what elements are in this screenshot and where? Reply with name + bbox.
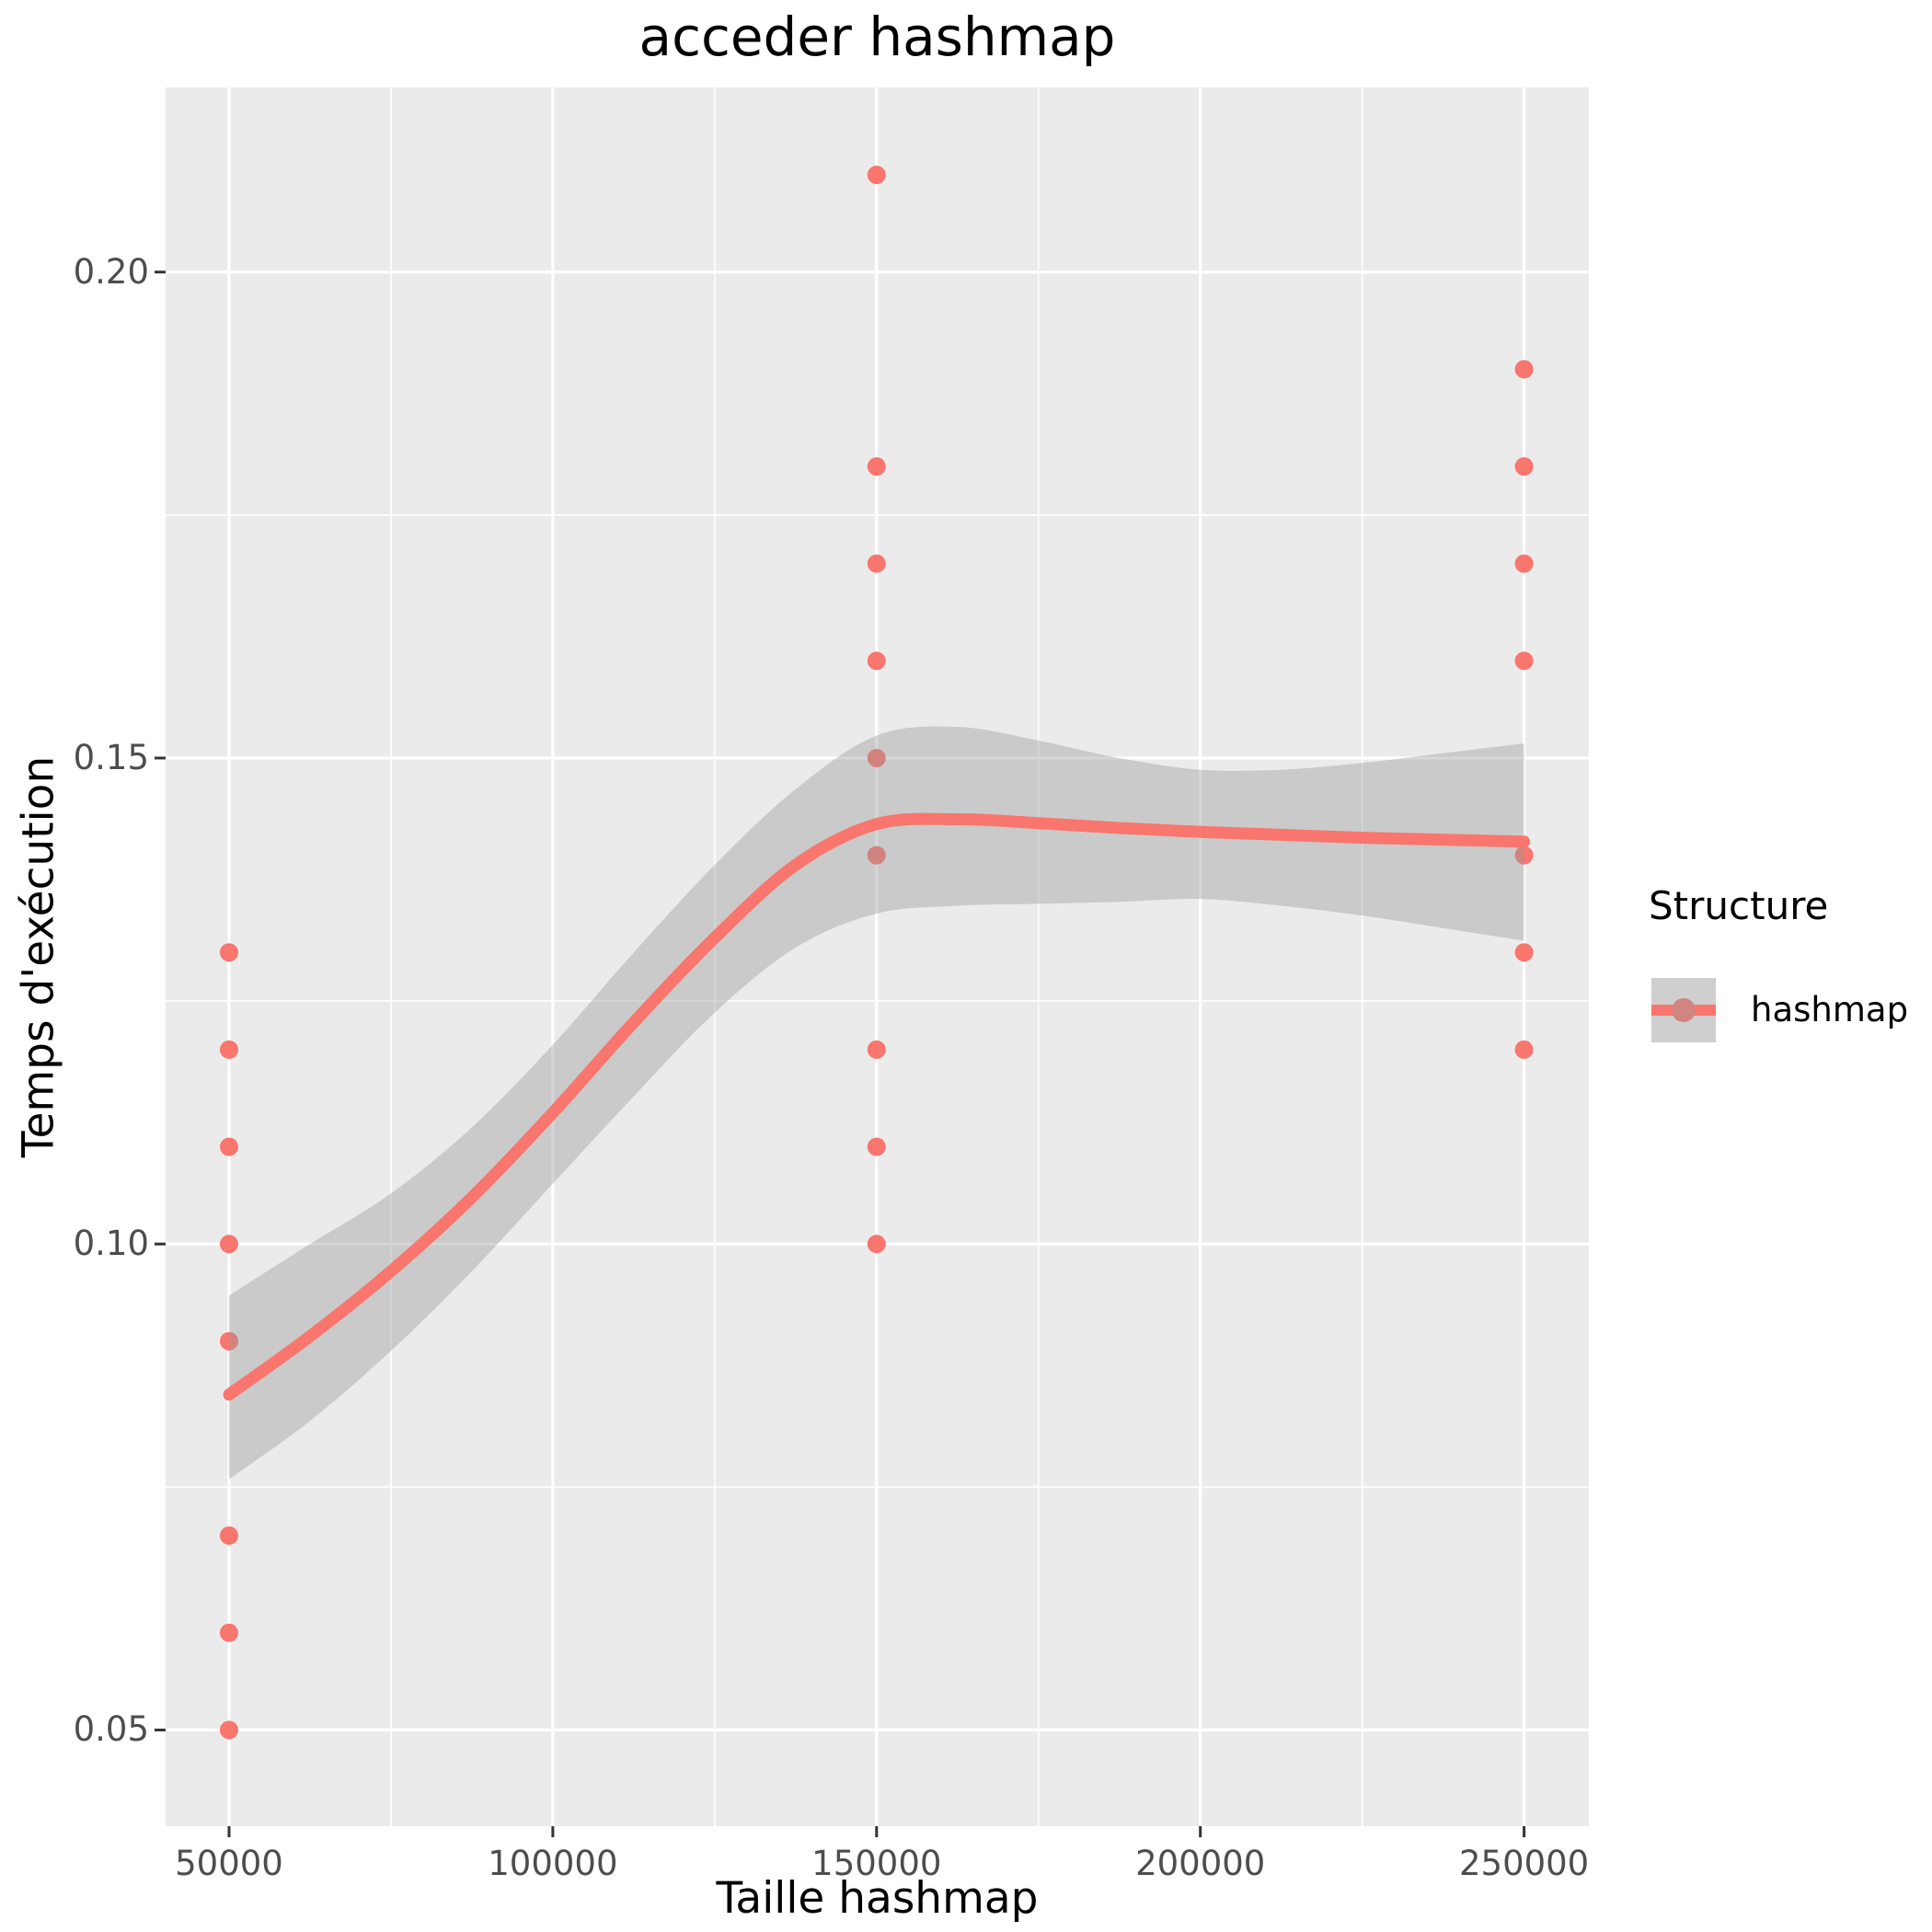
legend-item-label: hashmap: [1751, 990, 1909, 1029]
data-point: [1514, 845, 1534, 865]
data-point: [867, 845, 886, 865]
plot-title: acceder hashmap: [638, 6, 1116, 68]
x-tick-label: 50000: [175, 1844, 283, 1883]
data-point: [867, 554, 886, 573]
data-point: [867, 1040, 886, 1059]
data-point: [219, 1720, 238, 1740]
data-point: [1514, 1040, 1534, 1059]
legend-title: Structure: [1649, 883, 1829, 928]
legend-point-icon: [1672, 998, 1696, 1022]
data-point: [219, 1623, 238, 1642]
x-tick-label: 100000: [488, 1844, 618, 1883]
x-tick-label: 250000: [1458, 1844, 1590, 1883]
data-point: [867, 457, 886, 477]
y-tick-label: 0.20: [73, 251, 149, 292]
data-point: [867, 651, 886, 671]
x-tick-label: 150000: [811, 1844, 942, 1883]
data-point: [1514, 651, 1534, 671]
data-point: [219, 1331, 238, 1351]
data-point: [219, 1235, 238, 1254]
y-tick-label: 0.05: [73, 1709, 149, 1750]
smooth-line: [223, 812, 1531, 1401]
data-point: [1514, 554, 1534, 573]
x-axis-title: Taille hashmap: [716, 1873, 1039, 1924]
data-point: [219, 1040, 238, 1059]
data-point: [867, 748, 886, 767]
y-tick-label: 0.10: [73, 1224, 149, 1264]
y-tick-label: 0.15: [73, 737, 149, 777]
data-point: [219, 943, 238, 962]
data-point: [867, 166, 886, 185]
data-point: [867, 1235, 886, 1254]
data-point: [1514, 943, 1534, 962]
data-point: [1514, 457, 1534, 477]
y-axis-title: Temps d'exécution: [13, 755, 64, 1158]
data-point: [1514, 360, 1534, 379]
confidence-ribbon: [228, 726, 1524, 1479]
data-point: [867, 1137, 886, 1156]
legend-key: [1651, 978, 1716, 1042]
data-point: [219, 1526, 238, 1546]
data-point: [219, 1137, 238, 1156]
x-tick-label: 200000: [1135, 1844, 1266, 1883]
